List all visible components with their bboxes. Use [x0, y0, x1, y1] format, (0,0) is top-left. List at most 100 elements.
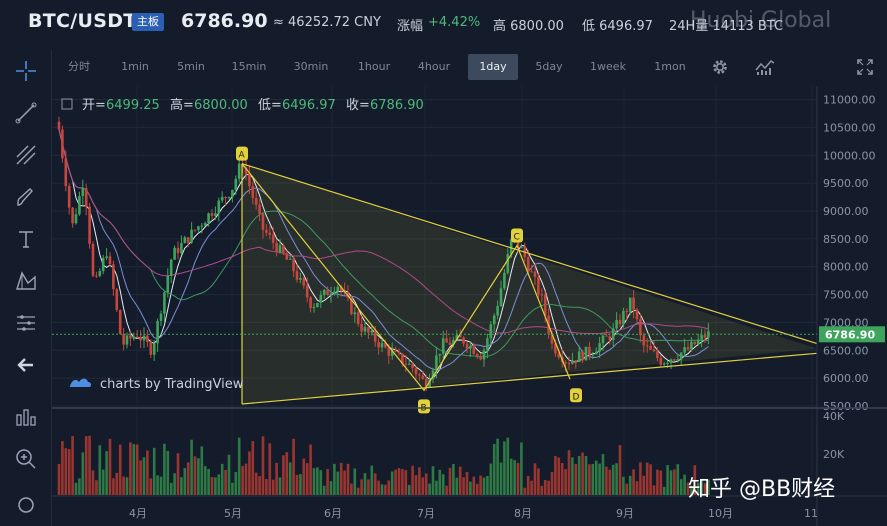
- candlestick-chart[interactable]: ABCD 11000.0010500.0010000.009500.009000…: [52, 86, 887, 526]
- trend-line-icon[interactable]: [11, 98, 41, 128]
- candle-body: [424, 378, 428, 388]
- volume-bar: [414, 475, 418, 495]
- candle-body: [475, 354, 479, 357]
- tab-15min[interactable]: 15min: [231, 60, 267, 73]
- tab-30min[interactable]: 30min: [293, 60, 329, 73]
- volume-bar: [547, 480, 550, 495]
- tab-1hour[interactable]: 1hour: [357, 60, 391, 73]
- volume-bar: [78, 478, 81, 495]
- volume-bar: [707, 479, 710, 495]
- volume-bar: [217, 474, 221, 495]
- settings-dot-icon[interactable]: [11, 490, 41, 520]
- volume-bar: [615, 463, 618, 495]
- tab-1min[interactable]: 1min: [121, 60, 149, 73]
- y-tick-label: 7500.00: [823, 289, 869, 302]
- candle-body: [234, 178, 238, 191]
- volume-bar: [513, 460, 516, 495]
- candle-body: [605, 335, 608, 337]
- candle-body: [509, 239, 513, 255]
- volume-bar: [207, 468, 210, 495]
- tab-4hour[interactable]: 4hour: [417, 60, 451, 73]
- ma-line-60: [58, 129, 709, 334]
- volume-bar: [363, 473, 367, 495]
- gear-icon[interactable]: [707, 54, 733, 80]
- candle-body: [360, 323, 363, 332]
- zoom-in-icon[interactable]: [11, 444, 41, 474]
- brush-icon[interactable]: [11, 182, 41, 212]
- candle-body: [397, 351, 401, 354]
- indicator-icon[interactable]: [752, 54, 778, 80]
- candle-body: [516, 238, 520, 249]
- volume-bar: [690, 485, 693, 495]
- volume-bar: [254, 472, 258, 495]
- candle-body: [380, 342, 384, 348]
- measure-icon[interactable]: [11, 308, 41, 338]
- candle-body: [299, 278, 302, 280]
- volume-bar: [173, 473, 176, 495]
- volume-bar: [265, 479, 268, 495]
- candle-body: [336, 286, 340, 292]
- candle-body: [598, 343, 601, 352]
- candle-body: [373, 331, 377, 342]
- candle-body: [220, 196, 224, 201]
- candle-body: [156, 320, 159, 344]
- volume-bar: [560, 463, 564, 495]
- candle-body: [322, 289, 326, 295]
- tab-1week[interactable]: 1week: [590, 60, 626, 73]
- volume-bar: [132, 444, 136, 495]
- candle-body: [74, 214, 78, 224]
- candle-body: [492, 315, 496, 325]
- fib-icon[interactable]: [11, 140, 41, 170]
- tab-5min[interactable]: 5min: [177, 60, 205, 73]
- candle-body: [295, 271, 299, 280]
- volume-bar: [183, 468, 187, 495]
- abcd-path: [241, 163, 571, 392]
- volume-bar: [241, 465, 244, 495]
- svg-text:=: =: [183, 98, 194, 113]
- volume-bar: [516, 462, 520, 495]
- tab-1day[interactable]: 1day: [468, 54, 518, 80]
- x-tick-label: 9月: [616, 507, 634, 520]
- tradingview-logo[interactable]: charts by TradingView: [70, 377, 244, 392]
- volume-bar: [316, 467, 319, 495]
- candle-body: [244, 167, 248, 175]
- candle-body: [520, 246, 523, 249]
- pattern-icon[interactable]: [11, 266, 41, 296]
- y-tick-label: 10000.00: [823, 149, 876, 162]
- volume-bar: [346, 463, 350, 495]
- legend-toggle-icon[interactable]: [61, 98, 73, 110]
- pair-name[interactable]: BTC/USDT: [28, 10, 137, 32]
- candle-body: [666, 363, 669, 365]
- tradingview-text: charts by TradingView: [100, 377, 244, 392]
- volume-bar: [71, 436, 74, 495]
- candle-body: [642, 335, 646, 346]
- volume-bar: [115, 472, 119, 495]
- candle-body: [377, 341, 380, 348]
- tab-5day[interactable]: 5day: [535, 60, 563, 73]
- candle-body: [441, 338, 445, 354]
- volume-bar: [156, 475, 159, 495]
- candle-body: [339, 286, 343, 292]
- svg-text:=: =: [271, 98, 282, 113]
- fullscreen-icon[interactable]: [852, 54, 878, 80]
- last-price-tag: [819, 326, 885, 343]
- volume-bar: [503, 441, 506, 495]
- volume-bar: [591, 463, 595, 495]
- y-tick-label: 6500.00: [823, 344, 869, 357]
- tab-timeline[interactable]: 分时: [68, 60, 90, 73]
- candle-body: [241, 163, 244, 168]
- text-icon[interactable]: [11, 224, 41, 254]
- candle-body: [316, 302, 319, 307]
- candle-body: [71, 207, 74, 224]
- candle-body: [489, 324, 493, 339]
- candle-body: [428, 379, 431, 388]
- object-tree-icon[interactable]: [11, 402, 41, 432]
- back-arrow-icon[interactable]: [11, 350, 41, 380]
- volume-tick-label: 40K: [823, 410, 845, 423]
- volume-bar: [278, 477, 282, 495]
- candle-body: [125, 335, 129, 345]
- candle-body: [683, 347, 686, 353]
- candle-body: [98, 271, 102, 276]
- crosshair-icon[interactable]: [11, 56, 41, 86]
- tab-1mon[interactable]: 1mon: [654, 60, 686, 73]
